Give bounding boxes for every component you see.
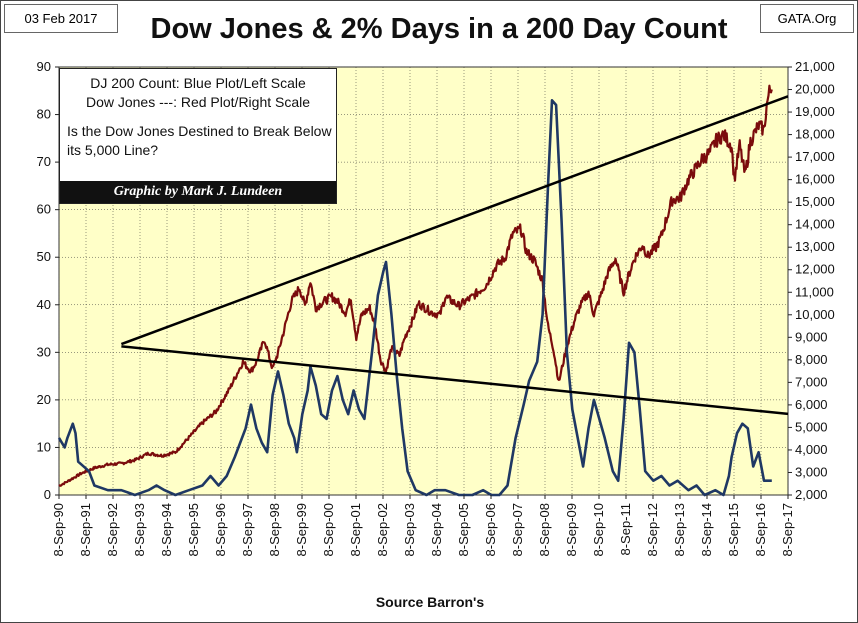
x-axis-source-label: Source Barron's bbox=[375, 594, 485, 610]
x-tick-label: 8-Sep-10 bbox=[591, 503, 606, 556]
legend-count-line: DJ 200 Count: Blue Plot/Left Scale bbox=[90, 75, 306, 91]
x-tick-label: 8-Sep-91 bbox=[78, 503, 93, 556]
left-tick-label: 20 bbox=[37, 392, 51, 407]
x-tick-label: 8-Sep-92 bbox=[105, 503, 120, 556]
x-tick-label: 8-Sep-90 bbox=[51, 503, 66, 556]
dj-200-count-line bbox=[57, 99, 772, 497]
x-tick-label: 8-Sep-08 bbox=[537, 503, 552, 556]
x-tick-label: 8-Sep-00 bbox=[321, 503, 336, 556]
x-tick-label: 8-Sep-93 bbox=[132, 503, 147, 556]
right-tick-label: 21,000 bbox=[795, 59, 835, 74]
dow-jones-line bbox=[58, 84, 773, 487]
left-axis: 0 10 20 30 40 50 60 70 80 90 bbox=[37, 59, 59, 502]
right-tick-label: 5,000 bbox=[795, 419, 828, 434]
series-layer bbox=[57, 84, 789, 497]
legend-box: DJ 200 Count: Blue Plot/Left Scale Dow J… bbox=[59, 68, 337, 204]
left-tick-label: 70 bbox=[37, 154, 51, 169]
credit-banner: Graphic by Mark J. Lundeen bbox=[60, 181, 336, 203]
right-tick-label: 16,000 bbox=[795, 172, 835, 187]
left-tick-label: 60 bbox=[37, 202, 51, 217]
right-tick-label: 7,000 bbox=[795, 374, 828, 389]
x-tick-label: 8-Sep-17 bbox=[780, 503, 795, 556]
x-tick-label: 8-Sep-94 bbox=[159, 503, 174, 556]
right-tick-label: 9,000 bbox=[795, 329, 828, 344]
left-tick-label: 0 bbox=[44, 487, 51, 502]
x-tick-label: 8-Sep-14 bbox=[699, 503, 714, 556]
right-tick-label: 18,000 bbox=[795, 127, 835, 142]
x-tick-label: 8-Sep-16 bbox=[753, 503, 768, 556]
x-tick-label: 8-Sep-04 bbox=[429, 503, 444, 556]
legend-dow-line: Dow Jones ---: Red Plot/Right Scale bbox=[85, 94, 311, 110]
left-tick-label: 10 bbox=[37, 439, 51, 454]
trendline-upper bbox=[120, 95, 789, 346]
right-tick-label: 2,000 bbox=[795, 487, 828, 502]
right-tick-label: 20,000 bbox=[795, 82, 835, 97]
right-tick-label: 3,000 bbox=[795, 464, 828, 479]
x-axis: 8-Sep-90 8-Sep-91 8-Sep-92 8-Sep-93 8-Sep-94… bbox=[51, 495, 795, 556]
left-tick-label: 90 bbox=[37, 59, 51, 74]
source-site-label: GATA.Org bbox=[760, 4, 854, 33]
x-tick-label: 8-Sep-03 bbox=[402, 503, 417, 556]
x-tick-label: 8-Sep-95 bbox=[186, 503, 201, 556]
x-tick-label: 8-Sep-98 bbox=[267, 503, 282, 556]
x-tick-label: 8-Sep-05 bbox=[456, 503, 471, 556]
right-axis: 2,000 3,000 4,000 5,000 6,000 7,000 8,000 9,000… bbox=[788, 59, 835, 502]
left-tick-label: 40 bbox=[37, 297, 51, 312]
left-tick-label: 30 bbox=[37, 344, 51, 359]
chart-title: Dow Jones & 2% Days in a 200 Day Count bbox=[150, 13, 728, 45]
trendline-lower bbox=[121, 345, 789, 416]
right-tick-label: 12,000 bbox=[795, 262, 835, 277]
left-tick-label: 80 bbox=[37, 107, 51, 122]
legend-question: Is the Dow Jones Destined to Break Below… bbox=[67, 123, 332, 158]
x-tick-label: 8-Sep-06 bbox=[483, 503, 498, 556]
x-tick-label: 8-Sep-07 bbox=[510, 503, 525, 556]
right-tick-label: 15,000 bbox=[795, 194, 835, 209]
x-tick-label: 8-Sep-97 bbox=[240, 503, 255, 556]
right-tick-label: 14,000 bbox=[795, 217, 835, 232]
x-tick-label: 8-Sep-01 bbox=[348, 503, 363, 556]
right-tick-label: 11,000 bbox=[795, 284, 834, 299]
right-tick-label: 13,000 bbox=[795, 239, 835, 254]
right-tick-label: 19,000 bbox=[795, 104, 835, 119]
x-tick-label: 8-Sep-13 bbox=[672, 503, 687, 556]
x-tick-label: 8-Sep-99 bbox=[294, 503, 309, 556]
x-tick-label: 8-Sep-09 bbox=[564, 503, 579, 556]
right-tick-label: 4,000 bbox=[795, 442, 828, 457]
x-tick-label: 8-Sep-12 bbox=[645, 503, 660, 556]
right-tick-label: 6,000 bbox=[795, 397, 828, 412]
right-tick-label: 8,000 bbox=[795, 352, 828, 367]
x-tick-label: 8-Sep-02 bbox=[375, 503, 390, 556]
x-tick-label: 8-Sep-11 bbox=[618, 503, 633, 556]
right-tick-label: 17,000 bbox=[795, 149, 835, 164]
right-tick-label: 10,000 bbox=[795, 307, 835, 322]
x-tick-label: 8-Sep-96 bbox=[213, 503, 228, 556]
date-label: 03 Feb 2017 bbox=[4, 4, 118, 33]
x-tick-label: 8-Sep-15 bbox=[726, 503, 741, 556]
left-tick-label: 50 bbox=[37, 249, 51, 264]
